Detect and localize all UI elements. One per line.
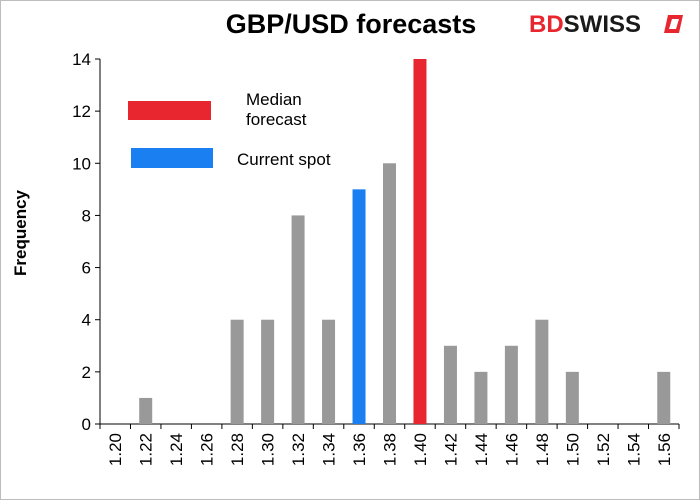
bar (230, 319, 244, 424)
y-tick-label: 8 (82, 206, 91, 225)
legend-label: Current spot (237, 150, 331, 169)
bar (565, 371, 579, 424)
x-tick-label: 1.54 (624, 433, 643, 466)
plot-area: 0 2 4 6 8 10 12 14 1.20 1.22 1.24 1.26 1.28 1.30 1.32 1… (72, 50, 680, 466)
legend-label: forecast (246, 110, 307, 129)
y-tick-label: 6 (82, 259, 91, 278)
y-tick-label: 4 (82, 311, 91, 330)
bar (504, 345, 518, 424)
bar (322, 319, 336, 424)
bar (139, 397, 153, 424)
y-tick-label: 2 (82, 363, 91, 382)
brand-logo: BDSWISS (529, 11, 683, 38)
x-tick-label: 1.32 (289, 433, 308, 466)
y-tick-label: 12 (72, 102, 91, 121)
legend-label: Median (246, 90, 302, 109)
x-tick-label: 1.22 (137, 433, 156, 466)
legend-swatch (128, 101, 211, 120)
x-tick-label: 1.42 (441, 433, 460, 466)
x-tick-label: 1.40 (411, 433, 430, 466)
x-tick-label: 1.46 (502, 433, 521, 466)
x-tick-label: 1.38 (381, 433, 400, 466)
x-tick-label: 1.34 (320, 433, 339, 466)
bar-median (413, 59, 427, 424)
x-tick-label: 1.56 (655, 433, 674, 466)
logo-bd: BD (529, 11, 564, 38)
x-tick-label: 1.36 (350, 433, 369, 466)
x-tick-label: 1.50 (563, 433, 582, 466)
svg-text:BDSWISS: BDSWISS (529, 11, 641, 38)
x-tick-label: 1.28 (228, 433, 247, 466)
logo-swiss: SWISS (564, 11, 641, 38)
bar (383, 163, 396, 425)
bar (474, 371, 488, 424)
bar (261, 319, 275, 424)
legend-swatch (131, 148, 213, 168)
x-tick-label: 1.24 (167, 433, 186, 466)
bar (291, 215, 305, 424)
bar (443, 345, 457, 424)
x-tick-label: 1.52 (594, 433, 613, 466)
logo-arrow-notch (669, 19, 679, 29)
x-tick-label: 1.20 (106, 433, 125, 466)
x-tick-label: 1.30 (259, 433, 278, 466)
x-tick-label: 1.48 (533, 433, 552, 466)
y-axis-label: Frequency (11, 189, 30, 276)
y-tick-label: 0 (82, 415, 91, 434)
bar (535, 319, 549, 424)
bar (657, 371, 671, 424)
y-tick-label: 10 (72, 154, 91, 173)
chart-title: GBP/USD forecasts (226, 9, 477, 39)
bar-current-spot (352, 189, 366, 424)
x-tick-label: 1.26 (198, 433, 217, 466)
y-tick-label: 14 (72, 50, 91, 69)
x-tick-label: 1.44 (472, 433, 491, 466)
